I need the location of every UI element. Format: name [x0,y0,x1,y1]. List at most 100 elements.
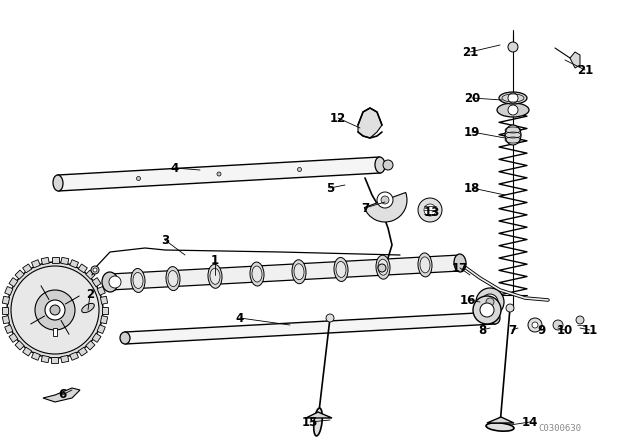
Polygon shape [51,257,58,263]
Polygon shape [3,296,10,304]
Ellipse shape [210,268,220,284]
Circle shape [424,204,436,216]
Circle shape [109,276,121,288]
Ellipse shape [208,264,222,289]
Circle shape [480,303,494,317]
Circle shape [576,316,584,324]
Polygon shape [3,316,10,324]
Circle shape [11,266,99,354]
Text: 19: 19 [464,125,480,138]
Ellipse shape [292,260,306,284]
Circle shape [486,298,494,306]
Text: 21: 21 [577,64,593,77]
Text: 12: 12 [330,112,346,125]
Text: 7: 7 [508,323,516,336]
Text: 10: 10 [557,323,573,336]
Circle shape [326,314,334,322]
Text: 17: 17 [452,262,468,275]
Circle shape [45,300,65,320]
Ellipse shape [334,258,348,281]
Ellipse shape [166,267,180,291]
Polygon shape [41,257,49,265]
Ellipse shape [376,255,390,279]
Polygon shape [58,157,380,191]
Text: 4: 4 [236,311,244,324]
Ellipse shape [250,262,264,286]
Text: 6: 6 [58,388,66,401]
Text: 21: 21 [462,46,478,59]
Polygon shape [306,412,332,418]
Circle shape [381,196,389,204]
Polygon shape [100,296,108,304]
Ellipse shape [486,423,514,431]
Polygon shape [109,255,460,290]
Text: 2: 2 [86,289,94,302]
Polygon shape [86,270,95,279]
Ellipse shape [454,254,466,272]
Polygon shape [70,352,79,360]
Circle shape [508,105,518,115]
Circle shape [93,268,97,272]
Circle shape [508,93,518,103]
Text: 7: 7 [361,202,369,215]
Ellipse shape [497,103,529,117]
Circle shape [91,266,99,274]
Ellipse shape [168,271,178,287]
Polygon shape [70,260,79,268]
Circle shape [476,288,504,316]
Polygon shape [61,355,68,363]
Ellipse shape [499,92,527,104]
Circle shape [532,322,538,328]
Ellipse shape [252,266,262,282]
Polygon shape [4,286,13,295]
Circle shape [482,294,498,310]
Circle shape [378,264,386,272]
Text: 1: 1 [211,254,219,267]
Polygon shape [570,52,580,68]
Ellipse shape [505,125,521,145]
Polygon shape [22,264,32,273]
Polygon shape [125,312,495,344]
Text: 11: 11 [582,323,598,336]
Polygon shape [31,260,40,268]
Polygon shape [31,352,40,360]
Polygon shape [92,333,101,342]
Bar [53,328,57,336]
Circle shape [217,172,221,176]
Polygon shape [78,264,87,273]
Circle shape [508,42,518,52]
Ellipse shape [420,257,430,273]
Ellipse shape [82,303,94,313]
Polygon shape [61,257,68,265]
Text: 20: 20 [464,91,480,104]
Ellipse shape [120,332,130,344]
Text: 15: 15 [302,415,318,428]
Circle shape [136,177,141,181]
Polygon shape [78,347,87,356]
Circle shape [50,305,60,315]
Text: 3: 3 [161,233,169,246]
Polygon shape [4,325,13,333]
Polygon shape [22,347,32,356]
Polygon shape [102,306,108,314]
Ellipse shape [378,259,388,275]
Circle shape [473,296,501,324]
Ellipse shape [375,157,385,173]
Circle shape [35,290,75,330]
Circle shape [506,304,514,312]
Polygon shape [41,355,49,363]
Polygon shape [51,357,58,363]
Ellipse shape [314,408,323,436]
Text: 13: 13 [424,206,440,219]
Text: 4: 4 [171,161,179,175]
Text: 8: 8 [478,323,486,336]
Ellipse shape [133,272,143,289]
Ellipse shape [336,262,346,277]
Ellipse shape [102,272,118,292]
Wedge shape [364,193,407,222]
Circle shape [377,192,393,208]
Circle shape [298,168,301,172]
Ellipse shape [418,253,432,277]
Ellipse shape [490,312,500,324]
Text: 14: 14 [522,415,538,428]
